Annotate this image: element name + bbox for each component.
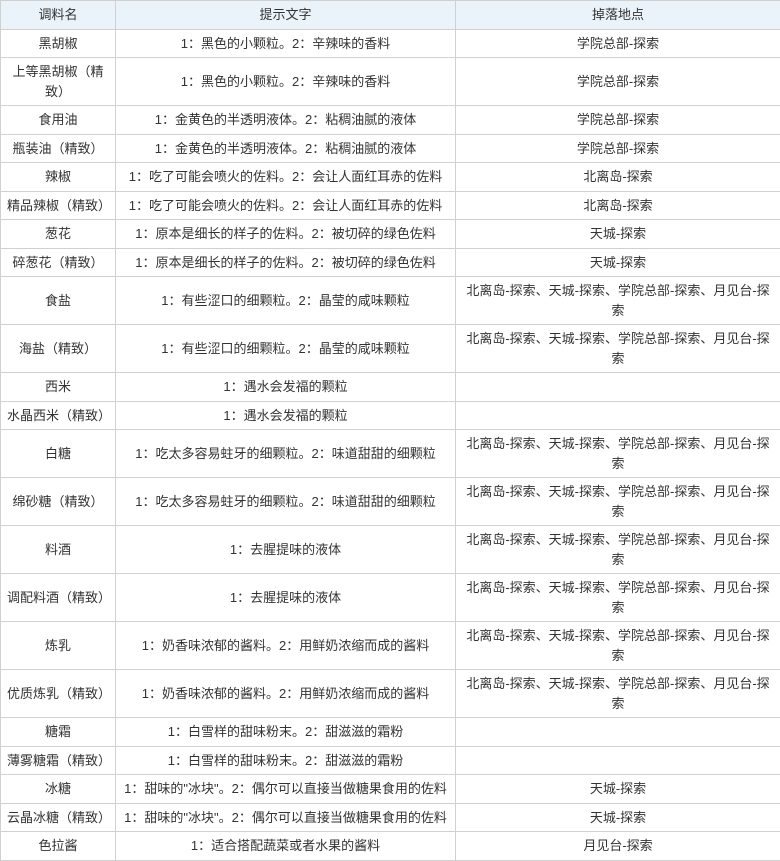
cell-drop: 北离岛-探索、天城-探索、学院总部-探索、月见台-探索 [456,325,780,373]
cell-drop: 北离岛-探索、天城-探索、学院总部-探索、月见台-探索 [456,478,780,526]
cell-hint: 1：黑色的小颗粒。2：辛辣味的香料 [116,58,456,106]
cell-name: 瓶装油（精致） [1,134,116,163]
cell-name: 上等黑胡椒（精致） [1,58,116,106]
cell-name: 精品辣椒（精致） [1,191,116,220]
cell-hint: 1：金黄色的半透明液体。2：粘稠油腻的液体 [116,106,456,135]
table-row: 水晶西米（精致）1：遇水会发福的颗粒 [1,401,780,430]
header-row: 调料名 提示文字 掉落地点 [1,1,780,30]
cell-drop: 北离岛-探索 [456,191,780,220]
cell-drop: 北离岛-探索、天城-探索、学院总部-探索、月见台-探索 [456,277,780,325]
cell-name: 水晶西米（精致） [1,401,116,430]
table-row: 食用油1：金黄色的半透明液体。2：粘稠油腻的液体学院总部-探索 [1,106,780,135]
cell-drop: 北离岛-探索 [456,163,780,192]
cell-name: 料酒 [1,526,116,574]
cell-hint: 1：吃了可能会喷火的佐料。2：会让人面红耳赤的佐料 [116,191,456,220]
table-row: 精品辣椒（精致）1：吃了可能会喷火的佐料。2：会让人面红耳赤的佐料北离岛-探索 [1,191,780,220]
table-row: 绵砂糖（精致）1：吃太多容易蛀牙的细颗粒。2：味道甜甜的细颗粒北离岛-探索、天城… [1,478,780,526]
cell-name: 色拉酱 [1,832,116,861]
col-hint-header: 提示文字 [116,1,456,30]
table-row: 云晶冰糖（精致）1：甜味的"冰块"。2：偶尔可以直接当做糖果食用的佐料天城-探索 [1,803,780,832]
table-row: 糖霜1：白雪样的甜味粉末。2：甜滋滋的霜粉 [1,718,780,747]
cell-drop [456,373,780,402]
table-row: 海盐（精致）1：有些涩口的细颗粒。2：晶莹的咸味颗粒北离岛-探索、天城-探索、学… [1,325,780,373]
cell-hint: 1：甜味的"冰块"。2：偶尔可以直接当做糖果食用的佐料 [116,775,456,804]
table-row: 白糖1：吃太多容易蛀牙的细颗粒。2：味道甜甜的细颗粒北离岛-探索、天城-探索、学… [1,430,780,478]
col-name-header: 调料名 [1,1,116,30]
cell-hint: 1：去腥提味的液体 [116,526,456,574]
cell-drop [456,746,780,775]
cell-drop: 北离岛-探索、天城-探索、学院总部-探索、月见台-探索 [456,526,780,574]
table-row: 食盐1：有些涩口的细颗粒。2：晶莹的咸味颗粒北离岛-探索、天城-探索、学院总部-… [1,277,780,325]
cell-drop: 学院总部-探索 [456,134,780,163]
col-drop-header: 掉落地点 [456,1,780,30]
cell-name: 食用油 [1,106,116,135]
cell-hint: 1：吃太多容易蛀牙的细颗粒。2：味道甜甜的细颗粒 [116,478,456,526]
cell-hint: 1：白雪样的甜味粉末。2：甜滋滋的霜粉 [116,718,456,747]
cell-name: 糖霜 [1,718,116,747]
cell-hint: 1：遇水会发福的颗粒 [116,373,456,402]
cell-drop: 天城-探索 [456,803,780,832]
table-row: 西米1：遇水会发福的颗粒 [1,373,780,402]
cell-name: 薄雾糖霜（精致） [1,746,116,775]
cell-hint: 1：吃太多容易蛀牙的细颗粒。2：味道甜甜的细颗粒 [116,430,456,478]
cell-drop: 天城-探索 [456,775,780,804]
cell-name: 食盐 [1,277,116,325]
table-row: 碎葱花（精致）1：原本是细长的样子的佐料。2：被切碎的绿色佐料天城-探索 [1,248,780,277]
cell-name: 海盐（精致） [1,325,116,373]
cell-drop: 学院总部-探索 [456,29,780,58]
cell-drop: 北离岛-探索、天城-探索、学院总部-探索、月见台-探索 [456,622,780,670]
table-row: 葱花1：原本是细长的样子的佐料。2：被切碎的绿色佐料天城-探索 [1,220,780,249]
cell-name: 冰糖 [1,775,116,804]
cell-drop: 北离岛-探索、天城-探索、学院总部-探索、月见台-探索 [456,670,780,718]
table-row: 炼乳1：奶香味浓郁的酱料。2：用鲜奶浓缩而成的酱料北离岛-探索、天城-探索、学院… [1,622,780,670]
cell-drop [456,401,780,430]
cell-name: 西米 [1,373,116,402]
cell-hint: 1：黑色的小颗粒。2：辛辣味的香料 [116,29,456,58]
table-row: 薄雾糖霜（精致）1：白雪样的甜味粉末。2：甜滋滋的霜粉 [1,746,780,775]
cell-hint: 1：奶香味浓郁的酱料。2：用鲜奶浓缩而成的酱料 [116,622,456,670]
table-row: 料酒1：去腥提味的液体北离岛-探索、天城-探索、学院总部-探索、月见台-探索 [1,526,780,574]
cell-hint: 1：原本是细长的样子的佐料。2：被切碎的绿色佐料 [116,248,456,277]
cell-name: 碎葱花（精致） [1,248,116,277]
cell-hint: 1：吃了可能会喷火的佐料。2：会让人面红耳赤的佐料 [116,163,456,192]
cell-name: 黑胡椒 [1,29,116,58]
cell-drop: 月见台-探索 [456,832,780,861]
cell-hint: 1：遇水会发福的颗粒 [116,401,456,430]
cell-hint: 1：去腥提味的液体 [116,574,456,622]
cell-name: 调配料酒（精致） [1,574,116,622]
cell-hint: 1：甜味的"冰块"。2：偶尔可以直接当做糖果食用的佐料 [116,803,456,832]
cell-hint: 1：金黄色的半透明液体。2：粘稠油腻的液体 [116,134,456,163]
table-row: 冰糖1：甜味的"冰块"。2：偶尔可以直接当做糖果食用的佐料天城-探索 [1,775,780,804]
table-row: 优质炼乳（精致）1：奶香味浓郁的酱料。2：用鲜奶浓缩而成的酱料北离岛-探索、天城… [1,670,780,718]
cell-drop: 天城-探索 [456,248,780,277]
table-row: 瓶装油（精致）1：金黄色的半透明液体。2：粘稠油腻的液体学院总部-探索 [1,134,780,163]
table-row: 色拉酱1：适合搭配蔬菜或者水果的酱料月见台-探索 [1,832,780,861]
cell-name: 优质炼乳（精致） [1,670,116,718]
cell-drop: 学院总部-探索 [456,106,780,135]
table-row: 黑胡椒1：黑色的小颗粒。2：辛辣味的香料学院总部-探索 [1,29,780,58]
cell-name: 白糖 [1,430,116,478]
cell-drop: 天城-探索 [456,220,780,249]
cell-name: 绵砂糖（精致） [1,478,116,526]
cell-name: 云晶冰糖（精致） [1,803,116,832]
table-row: 辣椒1：吃了可能会喷火的佐料。2：会让人面红耳赤的佐料北离岛-探索 [1,163,780,192]
cell-hint: 1：适合搭配蔬菜或者水果的酱料 [116,832,456,861]
cell-drop [456,718,780,747]
cell-drop: 北离岛-探索、天城-探索、学院总部-探索、月见台-探索 [456,430,780,478]
cell-hint: 1：原本是细长的样子的佐料。2：被切碎的绿色佐料 [116,220,456,249]
cell-name: 葱花 [1,220,116,249]
cell-name: 炼乳 [1,622,116,670]
cell-hint: 1：白雪样的甜味粉末。2：甜滋滋的霜粉 [116,746,456,775]
table-row: 上等黑胡椒（精致）1：黑色的小颗粒。2：辛辣味的香料学院总部-探索 [1,58,780,106]
cell-drop: 学院总部-探索 [456,58,780,106]
cell-hint: 1：有些涩口的细颗粒。2：晶莹的咸味颗粒 [116,325,456,373]
cell-hint: 1：有些涩口的细颗粒。2：晶莹的咸味颗粒 [116,277,456,325]
cell-hint: 1：奶香味浓郁的酱料。2：用鲜奶浓缩而成的酱料 [116,670,456,718]
table-row: 调配料酒（精致）1：去腥提味的液体北离岛-探索、天城-探索、学院总部-探索、月见… [1,574,780,622]
cell-drop: 北离岛-探索、天城-探索、学院总部-探索、月见台-探索 [456,574,780,622]
seasoning-table: 调料名 提示文字 掉落地点 黑胡椒1：黑色的小颗粒。2：辛辣味的香料学院总部-探… [0,0,780,861]
cell-name: 辣椒 [1,163,116,192]
